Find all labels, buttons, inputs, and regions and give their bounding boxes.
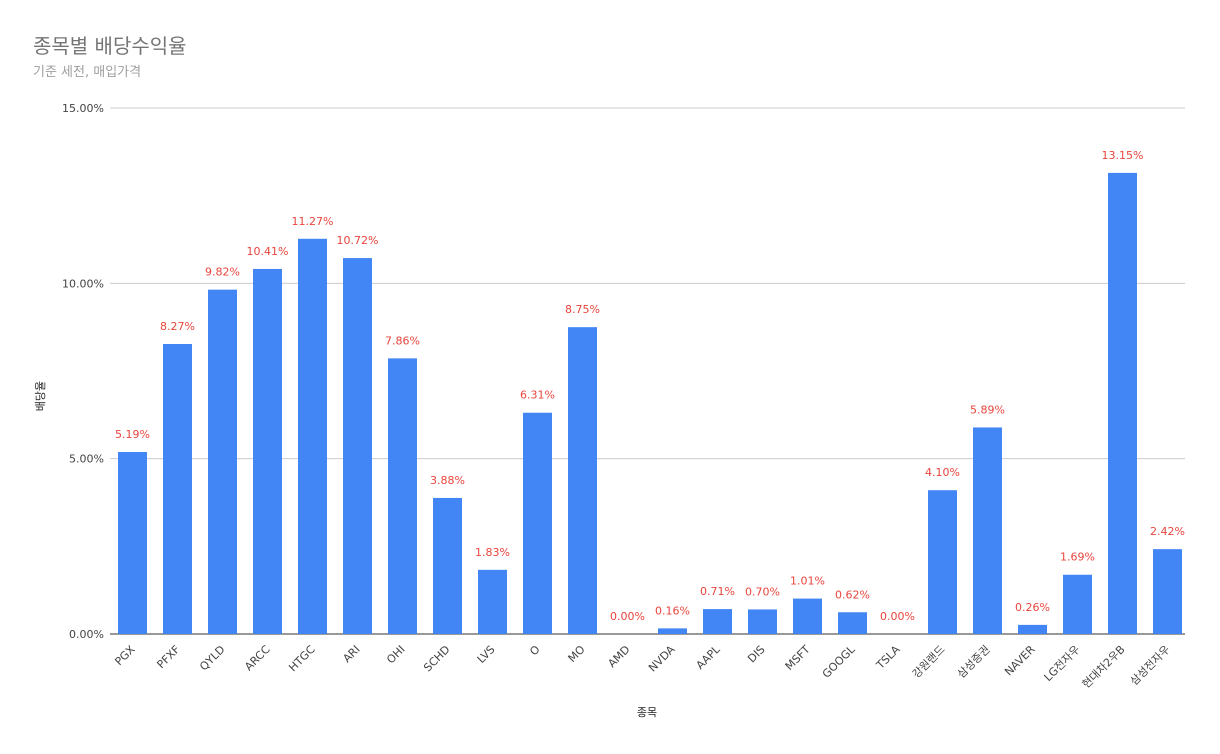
data-label-SCHD: 3.88% [430, 474, 465, 487]
x-tick-label: PFXF [154, 643, 182, 671]
bar-삼성증권 [973, 427, 1002, 634]
bar-DIS [748, 609, 777, 634]
bar-AAPL [703, 609, 732, 634]
bar-QYLD [208, 289, 237, 634]
bar-PFXF [163, 343, 192, 634]
data-label-TSLA: 0.00% [880, 610, 915, 623]
data-label-PFXF: 8.27% [160, 320, 195, 333]
data-label-NVDA: 0.16% [655, 604, 690, 617]
x-axis-title: 종목 [637, 706, 657, 719]
x-tick-label: 강원랜드 [910, 643, 948, 681]
x-axis-ticks: PGX PFXF QYLD ARCC HTGC ARI OHI SCHD LVS O MO AMD NV… [112, 642, 1172, 691]
x-tick-label: DIS [745, 643, 767, 665]
bar-GOOGL [838, 612, 867, 634]
data-label-AMD: 0.00% [610, 610, 645, 623]
data-label-LVS: 1.83% [475, 546, 510, 559]
bar-NVDA [658, 628, 687, 634]
data-labels: 5.19% 8.27% 9.82% 10.41% 11.27%10.72% 7.86% 3.… [115, 149, 1185, 623]
x-tick-label: ARCC [242, 643, 273, 674]
x-tick-label: OHI [384, 643, 407, 666]
bar-삼성전자우 [1153, 549, 1182, 634]
x-tick-label: SCHD [421, 643, 452, 674]
data-label-MO: 8.75% [565, 303, 600, 316]
data-label-O: 6.31% [520, 389, 555, 402]
x-tick-label: NVDA [646, 643, 678, 675]
data-label-삼성증권: 5.89% [970, 403, 1005, 416]
data-label-ARCC: 10.41% [247, 245, 289, 258]
x-tick-label: HTGC [286, 643, 317, 674]
x-tick-label: AAPL [694, 642, 724, 672]
x-tick-label: LG전자우 [1042, 643, 1083, 684]
y-tick-label: 15.00% [62, 102, 104, 115]
bar-OHI [388, 358, 417, 634]
bar-NAVER [1018, 624, 1047, 634]
y-tick-label: 10.00% [62, 277, 104, 290]
chart-title: 종목별 배당수익율 [33, 34, 187, 58]
y-tick-label: 0.00% [69, 628, 104, 641]
x-tick-label: O [527, 643, 543, 659]
data-label-AAPL: 0.71% [700, 585, 735, 598]
data-label-현대차2우B: 13.15% [1102, 149, 1144, 162]
data-label-NAVER: 0.26% [1015, 601, 1050, 614]
data-label-강원랜드: 4.10% [925, 466, 960, 479]
bar-ARI [343, 258, 372, 634]
bar-ARCC [253, 268, 282, 634]
data-label-PGX: 5.19% [115, 428, 150, 441]
data-label-ARI: 10.72% [337, 234, 379, 247]
bars [118, 172, 1182, 635]
data-label-HTGC: 11.27% [292, 215, 334, 228]
x-tick-label: ARI [340, 643, 362, 665]
bar-O [523, 412, 552, 634]
x-tick-label: MO [566, 643, 588, 665]
bar-LVS [478, 569, 507, 634]
x-tick-label: PGX [112, 643, 138, 669]
data-label-MSFT: 1.01% [790, 575, 825, 588]
x-tick-label: MSFT [783, 643, 813, 673]
data-label-삼성전자우: 2.42% [1150, 525, 1185, 538]
x-tick-label: TSLA [873, 643, 903, 673]
x-tick-label: 삼성증권 [955, 643, 993, 681]
bar-PGX [118, 452, 147, 634]
bar-LG전자우 [1063, 574, 1092, 634]
x-tick-label: NAVER [1002, 643, 1038, 679]
bar-강원랜드 [928, 490, 957, 634]
data-label-OHI: 7.86% [385, 334, 420, 347]
x-tick-label: 삼성전자우 [1128, 643, 1173, 688]
data-label-QYLD: 9.82% [205, 266, 240, 279]
x-tick-label: AMD [605, 643, 632, 670]
y-axis-ticks: 0.00% 5.00% 10.00% 15.00% [62, 102, 104, 641]
gridlines [110, 107, 1185, 635]
data-label-DIS: 0.70% [745, 585, 780, 598]
y-tick-label: 5.00% [69, 453, 104, 466]
data-label-LG전자우: 1.69% [1060, 551, 1095, 564]
bar-HTGC [298, 238, 327, 635]
bar-MO [568, 327, 597, 634]
bar-현대차2우B [1108, 172, 1137, 634]
chart-subtitle: 기준 세전, 매입가격 [33, 65, 142, 80]
y-axis-title: 배당율 [34, 381, 47, 411]
x-tick-label: QYLD [197, 643, 227, 673]
data-label-GOOGL: 0.62% [835, 588, 870, 601]
x-tick-label: 현대차2우B [1080, 643, 1128, 691]
x-tick-label: GOOGL [820, 642, 858, 680]
x-tick-label: LVS [475, 643, 498, 666]
bar-MSFT [793, 598, 822, 634]
bar-SCHD [433, 497, 462, 634]
